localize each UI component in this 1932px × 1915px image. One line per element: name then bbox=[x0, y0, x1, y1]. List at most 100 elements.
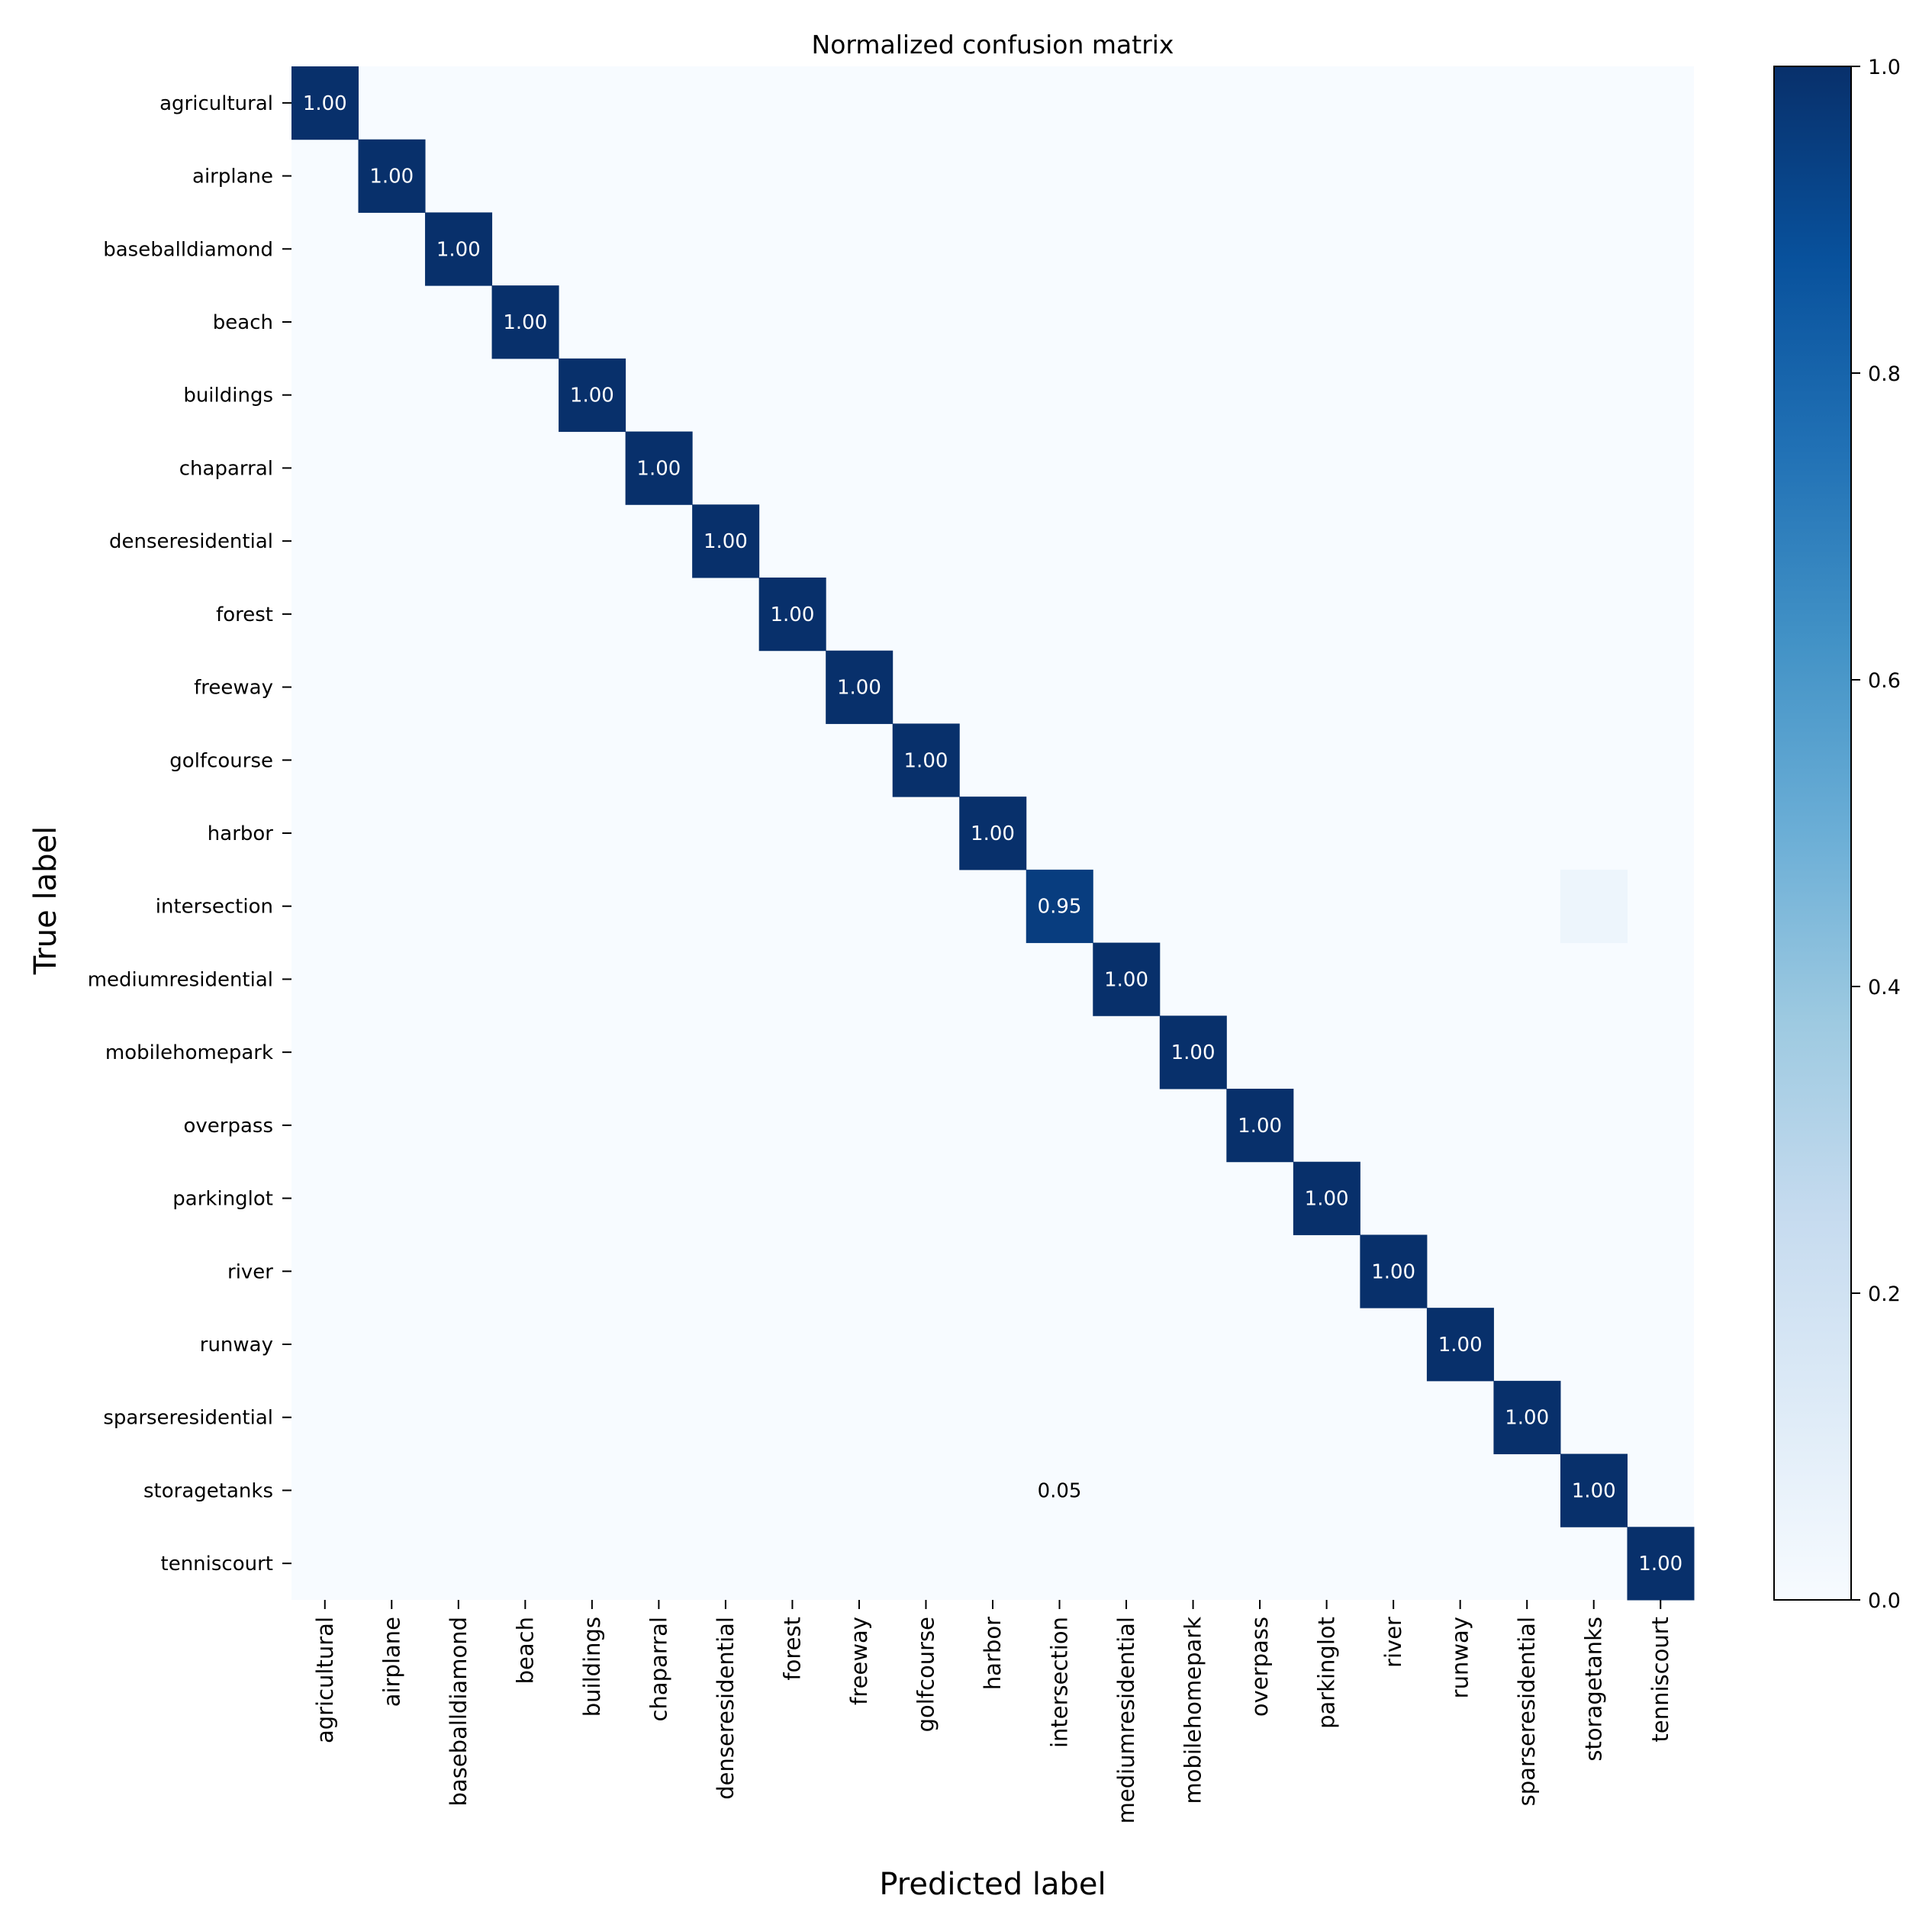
x-tick-label: freeway bbox=[846, 1617, 872, 1705]
x-tick-label: intersection bbox=[1047, 1617, 1073, 1748]
cell-value-label: 1.00 bbox=[837, 677, 881, 700]
x-tick-label: overpass bbox=[1247, 1617, 1273, 1717]
x-tick-label: beach bbox=[512, 1617, 538, 1684]
matrix-cell bbox=[625, 431, 693, 505]
x-tick-label: river bbox=[1380, 1617, 1406, 1668]
cell-value-label: 1.00 bbox=[1371, 1260, 1415, 1283]
cell-value-label: 1.00 bbox=[570, 385, 614, 407]
colorbar-tick-label: 0.4 bbox=[1868, 976, 1901, 999]
x-tick-label: sparseresidential bbox=[1514, 1617, 1540, 1806]
x-axis-label: Predicted label bbox=[879, 1867, 1106, 1902]
x-tick-label: mediumresidential bbox=[1113, 1617, 1139, 1823]
cell-value-label: 0.05 bbox=[1038, 1479, 1082, 1502]
y-tick-label: forest bbox=[216, 603, 273, 626]
cell-value-label: 1.00 bbox=[303, 92, 347, 115]
y-tick-label: agricultural bbox=[159, 92, 273, 115]
cell-value-labels: 1.00 1.00 1.00 1.00 1.00 1.00 1.00 1.00 1.00 1.00… bbox=[303, 92, 1682, 1575]
x-tick-label: golfcourse bbox=[913, 1617, 939, 1732]
matrix-cell bbox=[491, 285, 559, 359]
matrix-cell bbox=[692, 504, 760, 578]
x-tick-label: buildings bbox=[579, 1617, 605, 1717]
y-tick-label: parkinglot bbox=[172, 1188, 273, 1211]
x-tick-label: storagetanks bbox=[1581, 1617, 1607, 1762]
x-axis: agricultural airplane baseballdiamond beach… bbox=[312, 1600, 1673, 1823]
colorbar-tick-label: 0.2 bbox=[1868, 1283, 1901, 1306]
x-tick-label: baseballdiamond bbox=[446, 1617, 472, 1806]
matrix-cell bbox=[1026, 869, 1093, 944]
cell-value-label: 1.00 bbox=[1305, 1188, 1349, 1211]
chart-title: Normalized confusion matrix bbox=[812, 30, 1174, 60]
colorbar-tick-label: 0.8 bbox=[1868, 362, 1901, 386]
matrix-cell bbox=[1226, 1089, 1294, 1163]
x-tick-label: agricultural bbox=[312, 1617, 338, 1743]
cell-value-label: 1.00 bbox=[1438, 1334, 1483, 1357]
matrix-cell bbox=[1493, 1380, 1561, 1455]
x-tick-label: chaparral bbox=[646, 1617, 671, 1721]
matrix-cell bbox=[559, 358, 626, 433]
cell-value-label: 1.00 bbox=[1638, 1553, 1682, 1575]
y-tick-label: overpass bbox=[183, 1115, 273, 1138]
matrix-cell bbox=[425, 212, 493, 286]
y-tick-label: baseballdiamond bbox=[103, 238, 273, 261]
matrix-cell bbox=[1159, 1015, 1227, 1089]
matrix-cell bbox=[892, 723, 960, 797]
matrix-cell bbox=[291, 66, 359, 140]
cell-value-label: 0.95 bbox=[1038, 896, 1082, 919]
y-tick-label: buildings bbox=[183, 385, 273, 407]
y-tick-label: river bbox=[227, 1260, 273, 1283]
y-tick-label: golfcourse bbox=[169, 749, 273, 772]
y-axis: agricultural airplane baseballdiamond beach… bbox=[88, 92, 291, 1575]
y-tick-label: mobilehomepark bbox=[105, 1041, 273, 1064]
y-axis-label: True label bbox=[28, 826, 63, 975]
cell-value-label: 1.00 bbox=[1104, 968, 1148, 991]
y-tick-label: runway bbox=[200, 1334, 273, 1357]
y-tick-label: denseresidential bbox=[109, 530, 273, 553]
y-tick-label: freeway bbox=[194, 677, 273, 700]
x-tick-label: airplane bbox=[378, 1617, 404, 1707]
matrix-cell bbox=[1293, 1161, 1360, 1235]
matrix-cell bbox=[1560, 1453, 1628, 1527]
x-tick-label: harbor bbox=[980, 1617, 1006, 1690]
x-tick-label: tenniscourt bbox=[1647, 1617, 1673, 1743]
matrix-cell bbox=[1560, 869, 1628, 944]
matrix-cell bbox=[1093, 942, 1161, 1016]
y-tick-label: sparseresidential bbox=[103, 1407, 273, 1430]
cell-value-label: 1.00 bbox=[1572, 1479, 1616, 1502]
y-tick-label: beach bbox=[213, 311, 273, 334]
cell-value-label: 1.00 bbox=[636, 457, 681, 480]
cell-value-label: 1.00 bbox=[1238, 1115, 1282, 1138]
cell-value-label: 1.00 bbox=[1505, 1407, 1549, 1430]
y-tick-label: harbor bbox=[208, 822, 274, 845]
cell-value-label: 1.00 bbox=[770, 603, 814, 626]
matrix-cell bbox=[758, 578, 826, 652]
cell-value-label: 1.00 bbox=[971, 822, 1015, 845]
matrix-cells bbox=[291, 66, 1695, 1601]
y-tick-label: intersection bbox=[156, 896, 273, 919]
y-tick-label: tenniscourt bbox=[161, 1553, 273, 1575]
x-tick-label: mobilehomepark bbox=[1180, 1617, 1206, 1804]
matrix-cell bbox=[358, 139, 426, 213]
matrix-cell bbox=[1360, 1234, 1428, 1308]
x-tick-label: denseresidential bbox=[713, 1617, 739, 1800]
y-tick-label: airplane bbox=[192, 166, 273, 188]
y-tick-label: storagetanks bbox=[143, 1479, 273, 1502]
y-tick-label: mediumresidential bbox=[88, 968, 273, 991]
x-tick-label: parkinglot bbox=[1314, 1617, 1340, 1729]
matrix-cell bbox=[1426, 1308, 1494, 1382]
colorbar-ticks: 0.0 0.2 0.4 0.6 0.8 1.0 bbox=[1851, 56, 1901, 1613]
x-tick-label: forest bbox=[779, 1617, 805, 1681]
matrix-cell bbox=[826, 650, 894, 724]
colorbar-tick-label: 1.0 bbox=[1868, 56, 1901, 79]
cell-value-label: 1.00 bbox=[436, 238, 481, 261]
colorbar-tick-label: 0.0 bbox=[1868, 1589, 1901, 1613]
matrix-cell bbox=[959, 797, 1027, 871]
cell-value-label: 1.00 bbox=[704, 530, 748, 553]
colorbar bbox=[1773, 66, 1852, 1601]
colorbar-tick-label: 0.6 bbox=[1868, 669, 1901, 693]
y-tick-label: chaparral bbox=[179, 457, 273, 480]
cell-value-label: 1.00 bbox=[503, 311, 547, 334]
cell-value-label: 1.00 bbox=[369, 166, 414, 188]
cell-value-label: 1.00 bbox=[904, 749, 948, 772]
x-tick-label: runway bbox=[1447, 1617, 1473, 1698]
